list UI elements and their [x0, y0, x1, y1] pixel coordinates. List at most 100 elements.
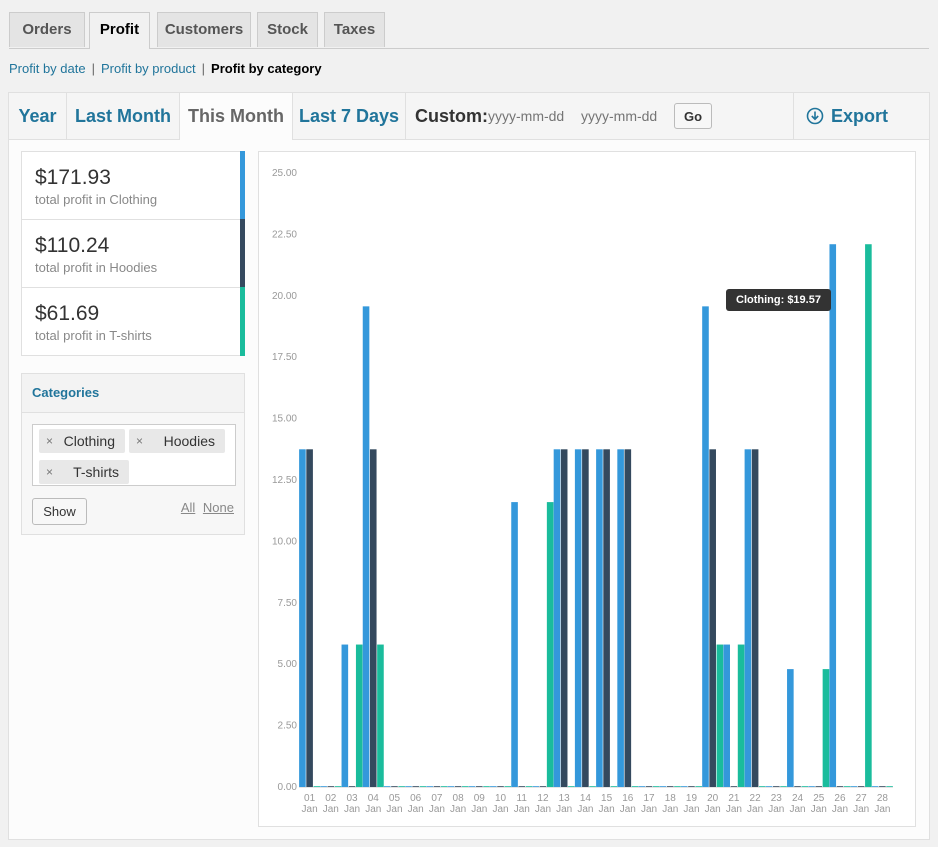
bar-clothing-15[interactable]: [596, 449, 603, 787]
bar-hoodies-26[interactable]: [836, 786, 844, 787]
bar-t-shirts-22[interactable]: [759, 786, 766, 787]
bar-clothing-11[interactable]: [511, 502, 518, 787]
bar-hoodies-19[interactable]: [688, 786, 695, 787]
bar-t-shirts-05[interactable]: [398, 786, 405, 787]
bar-t-shirts-10[interactable]: [504, 786, 512, 787]
tab-stock[interactable]: Stock: [257, 12, 318, 47]
bar-hoodies-18[interactable]: [666, 786, 674, 787]
category-token-hoodies[interactable]: × Hoodies: [129, 429, 225, 453]
bar-clothing-04[interactable]: [362, 306, 370, 787]
bar-clothing-14[interactable]: [574, 449, 582, 787]
range-last-7-days[interactable]: Last 7 Days: [293, 93, 406, 139]
tab-orders[interactable]: Orders: [9, 12, 85, 47]
show-button[interactable]: Show: [32, 498, 87, 525]
category-token-clothing[interactable]: × Clothing: [39, 429, 125, 453]
range-this-month[interactable]: This Month: [180, 93, 293, 140]
bar-clothing-12[interactable]: [532, 786, 540, 787]
profit-by-date-link[interactable]: Profit by date: [9, 61, 86, 76]
bar-t-shirts-23[interactable]: [780, 786, 787, 787]
bar-hoodies-08[interactable]: [454, 786, 462, 787]
bar-hoodies-25[interactable]: [815, 786, 823, 787]
select-none-link[interactable]: None: [202, 500, 234, 515]
bar-hoodies-10[interactable]: [497, 786, 504, 787]
bar-t-shirts-17[interactable]: [652, 786, 660, 787]
bar-t-shirts-13[interactable]: [568, 786, 575, 787]
bar-clothing-07[interactable]: [426, 786, 433, 787]
bar-t-shirts-14[interactable]: [589, 786, 596, 787]
bar-t-shirts-09[interactable]: [483, 786, 490, 787]
bar-clothing-16[interactable]: [617, 449, 624, 787]
custom-start-date-input[interactable]: [488, 105, 572, 127]
bar-clothing-01[interactable]: [299, 449, 306, 787]
legend-item-tshirts[interactable]: $61.69 total profit in T-shirts: [21, 287, 245, 356]
bar-hoodies-11[interactable]: [518, 786, 526, 787]
bar-hoodies-22[interactable]: [751, 449, 759, 787]
bar-clothing-24[interactable]: [787, 669, 794, 787]
bar-t-shirts-07[interactable]: [440, 786, 448, 787]
bar-hoodies-16[interactable]: [624, 449, 632, 787]
category-select[interactable]: × Clothing × Hoodies × T-shirts: [32, 424, 236, 486]
bar-hoodies-27[interactable]: [857, 786, 865, 787]
bar-t-shirts-16[interactable]: [631, 786, 639, 787]
bar-t-shirts-15[interactable]: [610, 786, 618, 787]
bar-clothing-20[interactable]: [702, 306, 709, 787]
bar-hoodies-24[interactable]: [794, 786, 801, 787]
bar-hoodies-21[interactable]: [730, 786, 738, 787]
bar-hoodies-03[interactable]: [348, 786, 356, 787]
legend-item-hoodies[interactable]: $110.24 total profit in Hoodies: [21, 219, 245, 288]
bar-clothing-06[interactable]: [405, 786, 412, 787]
bar-clothing-10[interactable]: [490, 786, 497, 787]
remove-icon[interactable]: ×: [46, 434, 54, 448]
range-last-month[interactable]: Last Month: [67, 93, 180, 139]
bar-clothing-21[interactable]: [723, 644, 730, 787]
bar-clothing-13[interactable]: [553, 449, 561, 787]
bar-clothing-25[interactable]: [808, 786, 815, 787]
range-year[interactable]: Year: [9, 93, 67, 139]
go-button[interactable]: Go: [674, 103, 712, 129]
bar-hoodies-13[interactable]: [560, 449, 568, 787]
select-all-link[interactable]: All: [180, 500, 196, 515]
bar-hoodies-06[interactable]: [412, 786, 419, 787]
bar-clothing-09[interactable]: [468, 786, 476, 787]
bar-clothing-22[interactable]: [744, 449, 752, 787]
bar-hoodies-15[interactable]: [603, 449, 610, 787]
bar-clothing-08[interactable]: [447, 786, 455, 787]
bar-t-shirts-26[interactable]: [843, 786, 851, 787]
bar-clothing-03[interactable]: [341, 644, 349, 787]
tab-taxes[interactable]: Taxes: [324, 12, 385, 47]
tab-customers[interactable]: Customers: [157, 12, 251, 47]
bar-t-shirts-28[interactable]: [886, 786, 893, 787]
bar-t-shirts-21[interactable]: [737, 644, 745, 787]
export-csv-button[interactable]: Export CSV: [793, 93, 930, 172]
bar-t-shirts-01[interactable]: [313, 786, 321, 787]
bar-hoodies-17[interactable]: [645, 786, 653, 787]
bar-t-shirts-04[interactable]: [377, 644, 384, 787]
bar-clothing-02[interactable]: [320, 786, 327, 787]
bar-clothing-19[interactable]: [680, 786, 688, 787]
remove-icon[interactable]: ×: [136, 434, 144, 448]
custom-end-date-input[interactable]: [581, 105, 665, 127]
bar-t-shirts-11[interactable]: [525, 786, 533, 787]
bar-hoodies-28[interactable]: [879, 786, 886, 787]
bar-hoodies-02[interactable]: [327, 786, 335, 787]
bar-hoodies-09[interactable]: [476, 786, 483, 787]
bar-clothing-26[interactable]: [829, 244, 837, 788]
bar-t-shirts-24[interactable]: [801, 786, 809, 787]
bar-t-shirts-20[interactable]: [716, 644, 724, 787]
bar-t-shirts-03[interactable]: [355, 644, 363, 787]
bar-t-shirts-18[interactable]: [674, 786, 681, 787]
bar-clothing-18[interactable]: [659, 786, 667, 787]
bar-t-shirts-08[interactable]: [462, 786, 469, 787]
bar-t-shirts-06[interactable]: [419, 786, 427, 787]
legend-item-clothing[interactable]: $171.93 total profit in Clothing: [21, 151, 245, 220]
bar-hoodies-07[interactable]: [433, 786, 441, 787]
bar-hoodies-23[interactable]: [773, 786, 780, 787]
bar-hoodies-04[interactable]: [369, 449, 377, 787]
bar-hoodies-14[interactable]: [582, 449, 589, 787]
bar-clothing-28[interactable]: [871, 786, 879, 787]
remove-icon[interactable]: ×: [46, 465, 54, 479]
bar-t-shirts-12[interactable]: [546, 502, 554, 787]
bar-clothing-27[interactable]: [850, 786, 858, 787]
bar-t-shirts-02[interactable]: [334, 786, 342, 787]
bar-clothing-17[interactable]: [638, 786, 646, 787]
